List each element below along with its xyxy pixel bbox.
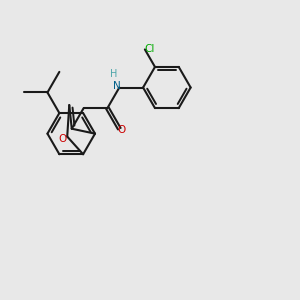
Text: H: H	[110, 69, 118, 80]
Text: Cl: Cl	[144, 44, 155, 53]
Text: O: O	[118, 125, 126, 135]
Text: N: N	[113, 81, 121, 91]
Text: O: O	[58, 134, 67, 144]
